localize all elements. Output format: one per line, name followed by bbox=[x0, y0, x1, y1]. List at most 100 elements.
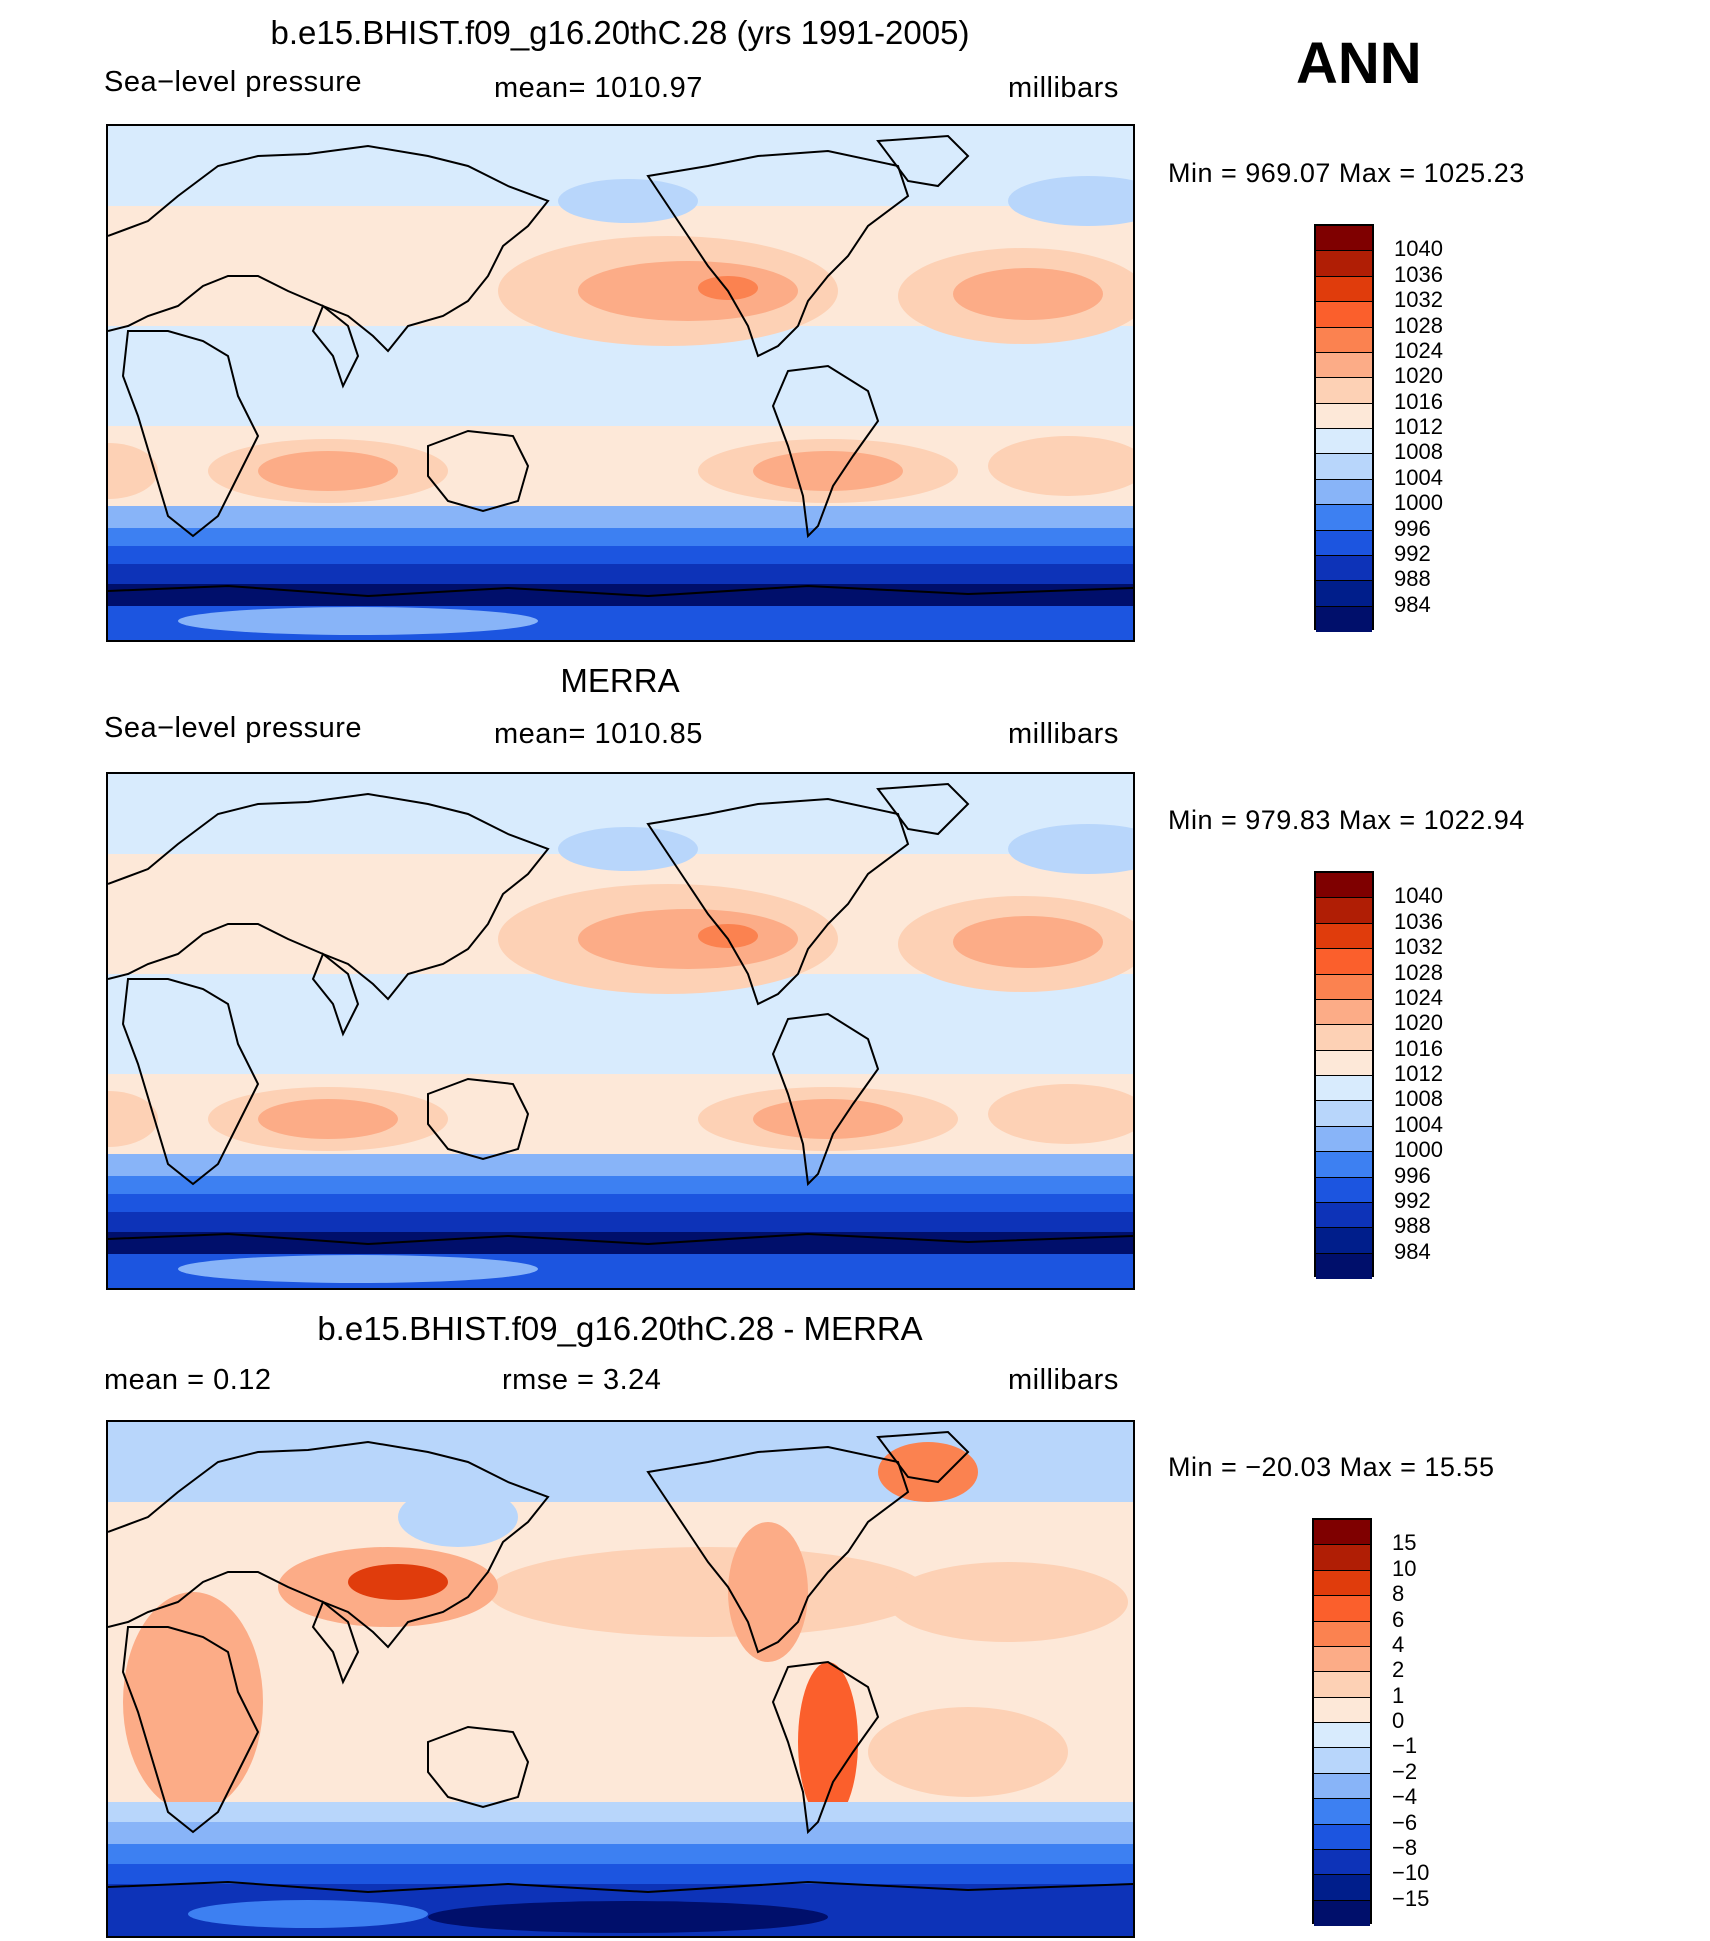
colorbar-swatch bbox=[1314, 1723, 1370, 1749]
colorbar-swatch bbox=[1314, 1799, 1370, 1825]
colorbar-label: 1016 bbox=[1394, 388, 1443, 414]
colorbar-label: 0 bbox=[1392, 1708, 1405, 1733]
colorbar-label: 1 bbox=[1392, 1682, 1405, 1708]
colorbar-label: −1 bbox=[1392, 1733, 1418, 1759]
colorbar-label: 1028 bbox=[1394, 312, 1443, 338]
colorbar-swatch bbox=[1316, 1126, 1372, 1153]
colorbar-swatch bbox=[1316, 530, 1372, 556]
colorbar-label: −15 bbox=[1392, 1885, 1430, 1911]
colorbar-swatch bbox=[1316, 251, 1372, 277]
panel-2-minmax: Min = 979.83 Max = 1022.94 bbox=[1168, 805, 1525, 835]
colorbar-swatch bbox=[1316, 378, 1372, 404]
colorbar-swatch bbox=[1316, 1076, 1372, 1102]
colorbar-label: 1020 bbox=[1394, 363, 1443, 389]
colorbar-label: 2 bbox=[1392, 1657, 1405, 1683]
panel-3-map bbox=[106, 1420, 1135, 1938]
panel-1-colorbar bbox=[1314, 224, 1374, 632]
colorbar-label: 1040 bbox=[1394, 236, 1443, 262]
panel-3-rmse-label: rmse = 3.24 bbox=[502, 1364, 662, 1396]
colorbar-swatch bbox=[1316, 873, 1372, 899]
colorbar-label: 992 bbox=[1394, 540, 1431, 566]
colorbar-label: 1020 bbox=[1394, 1010, 1443, 1036]
colorbar-label: 15 bbox=[1392, 1530, 1417, 1556]
colorbar-label: −6 bbox=[1392, 1809, 1418, 1835]
colorbar-label: 1028 bbox=[1394, 959, 1443, 985]
colorbar-label: 1036 bbox=[1394, 261, 1443, 287]
panel-2-variable-label: Sea−level pressure bbox=[104, 712, 363, 744]
panel-1-variable-label: Sea−level pressure bbox=[104, 66, 363, 98]
colorbar-label: 992 bbox=[1394, 1187, 1431, 1213]
colorbar-swatch bbox=[1316, 226, 1372, 252]
colorbar-swatch bbox=[1314, 1570, 1370, 1597]
colorbar-swatch bbox=[1314, 1621, 1370, 1647]
colorbar-swatch bbox=[1316, 479, 1372, 506]
colorbar-label: 1016 bbox=[1394, 1035, 1443, 1061]
colorbar-swatch bbox=[1314, 1748, 1370, 1774]
colorbar-label: 1004 bbox=[1394, 1111, 1443, 1137]
colorbar-swatch bbox=[1316, 302, 1372, 328]
colorbar-swatch bbox=[1316, 505, 1372, 531]
colorbar-label: 1008 bbox=[1394, 1086, 1443, 1112]
panel-2-map bbox=[106, 772, 1135, 1290]
colorbar-swatch bbox=[1314, 1875, 1370, 1901]
colorbar-swatch bbox=[1314, 1646, 1370, 1673]
colorbar-swatch bbox=[1316, 923, 1372, 950]
colorbar-swatch bbox=[1314, 1697, 1370, 1723]
colorbar-label: 6 bbox=[1392, 1606, 1405, 1632]
colorbar-label: 1008 bbox=[1394, 439, 1443, 465]
colorbar-label: 4 bbox=[1392, 1631, 1405, 1657]
colorbar-swatch bbox=[1314, 1824, 1370, 1850]
colorbar-label: 1032 bbox=[1394, 934, 1443, 960]
colorbar-swatch bbox=[1316, 898, 1372, 924]
colorbar-swatch bbox=[1316, 327, 1372, 353]
colorbar-swatch bbox=[1316, 1050, 1372, 1076]
colorbar-swatch bbox=[1316, 352, 1372, 379]
colorbar-swatch bbox=[1316, 276, 1372, 303]
colorbar-label: 988 bbox=[1394, 1213, 1431, 1239]
panel-3-title: b.e15.BHIST.f09_g16.20thC.28 - MERRA bbox=[317, 1310, 923, 1347]
colorbar-swatch bbox=[1314, 1849, 1370, 1876]
panel-1-mean-label: mean= 1010.97 bbox=[494, 72, 703, 104]
colorbar-label: 996 bbox=[1394, 515, 1431, 541]
colorbar-label: 984 bbox=[1394, 591, 1431, 617]
colorbar-swatch bbox=[1316, 581, 1372, 607]
colorbar-label: 1040 bbox=[1394, 883, 1443, 909]
colorbar-swatch bbox=[1316, 429, 1372, 455]
colorbar-swatch bbox=[1316, 555, 1372, 582]
season-label: ANN bbox=[1296, 31, 1422, 96]
panel-1-map bbox=[106, 124, 1135, 642]
colorbar-swatch bbox=[1316, 1152, 1372, 1178]
panel-2-colorbar bbox=[1314, 871, 1374, 1279]
colorbar-label: 10 bbox=[1392, 1555, 1417, 1581]
colorbar-label: 8 bbox=[1392, 1581, 1405, 1607]
panel-1-title: b.e15.BHIST.f09_g16.20thC.28 (yrs 1991-2… bbox=[270, 14, 970, 51]
panel-3-units-label: millibars bbox=[1008, 1364, 1119, 1396]
colorbar-label: 1024 bbox=[1394, 337, 1443, 363]
colorbar-swatch bbox=[1314, 1900, 1370, 1926]
colorbar-swatch bbox=[1314, 1520, 1370, 1546]
colorbar-label: 1012 bbox=[1394, 1061, 1443, 1086]
colorbar-label: 1024 bbox=[1394, 984, 1443, 1010]
colorbar-swatch bbox=[1316, 454, 1372, 480]
panel-3-colorbar bbox=[1312, 1518, 1372, 1926]
panel-2-units-label: millibars bbox=[1008, 718, 1119, 750]
colorbar-swatch bbox=[1316, 1025, 1372, 1051]
colorbar-label: −10 bbox=[1392, 1860, 1430, 1886]
colorbar-label: 996 bbox=[1394, 1162, 1431, 1188]
colorbar-label: 984 bbox=[1394, 1238, 1431, 1264]
panel-1-units-label: millibars bbox=[1008, 72, 1119, 104]
colorbar-swatch bbox=[1316, 974, 1372, 1000]
colorbar-label: 988 bbox=[1394, 566, 1431, 592]
colorbar-swatch bbox=[1314, 1596, 1370, 1622]
colorbar-label: −8 bbox=[1392, 1834, 1418, 1860]
colorbar-swatch bbox=[1316, 1253, 1372, 1279]
colorbar-swatch bbox=[1316, 403, 1372, 429]
colorbar-swatch bbox=[1316, 1228, 1372, 1254]
colorbar-label: 1032 bbox=[1394, 287, 1443, 313]
colorbar-swatch bbox=[1316, 1202, 1372, 1229]
colorbar-label: −2 bbox=[1392, 1758, 1418, 1784]
colorbar-label: 1000 bbox=[1394, 490, 1443, 516]
colorbar-swatch bbox=[1316, 949, 1372, 975]
colorbar-label: 1004 bbox=[1394, 464, 1443, 490]
panel-2-mean-label: mean= 1010.85 bbox=[494, 718, 703, 750]
